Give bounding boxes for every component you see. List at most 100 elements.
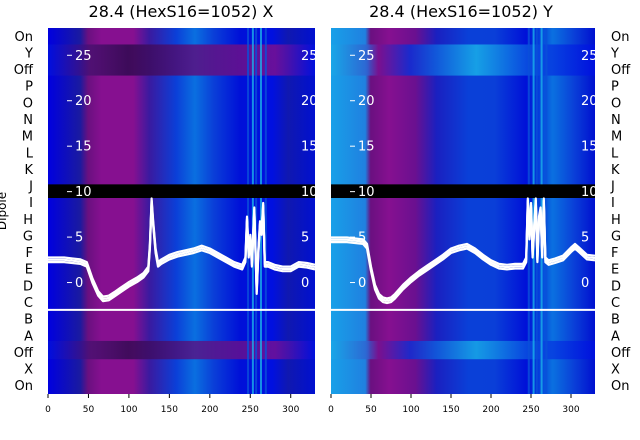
row-label: G — [611, 229, 621, 244]
row-label: On — [611, 379, 629, 394]
row-label: D — [611, 279, 621, 294]
row-label: A — [611, 329, 620, 344]
xtick-label: 250 — [522, 405, 539, 415]
heatmap-streak — [545, 28, 548, 394]
heatmap-streak — [251, 28, 254, 394]
row-label: C — [24, 296, 33, 311]
heatmap-streak — [247, 28, 250, 394]
row-label: Off — [611, 346, 631, 361]
row-label: F — [26, 246, 33, 261]
inner-ytick-label: 15 — [358, 140, 375, 155]
inner-ytick-label: 5 — [75, 231, 83, 246]
row-label: M — [611, 130, 622, 145]
xtick-label: 100 — [402, 405, 419, 415]
xtick-label: 200 — [482, 405, 499, 415]
row-label: X — [611, 363, 620, 378]
inner-ytick-label: 10 — [358, 185, 375, 200]
xtick-label: 200 — [201, 405, 218, 415]
xtick-label: 50 — [365, 405, 377, 415]
heatmap-bottom-band — [331, 340, 595, 360]
row-label: J — [28, 180, 33, 195]
masked-band — [48, 184, 315, 199]
inner-ytick-edge-label: 15 — [301, 140, 318, 155]
row-label: Off — [611, 63, 631, 78]
heatmap-streak — [532, 28, 535, 394]
xtick-label: 0 — [328, 405, 334, 415]
row-label: D — [23, 279, 33, 294]
row-label: A — [24, 329, 33, 344]
inner-ytick-edge-label: 15 — [581, 140, 598, 155]
inner-ytick-edge-label: 0 — [301, 276, 309, 291]
masked-band — [331, 184, 595, 199]
inner-ytick-edge-label: 25 — [301, 49, 318, 64]
panel-title: 28.4 (HexS16=1052) X — [89, 2, 274, 21]
row-label: K — [24, 163, 33, 178]
row-label: I — [611, 196, 615, 211]
inner-ytick-edge-label: 10 — [301, 185, 318, 200]
row-label: O — [611, 96, 621, 111]
row-label: Off — [14, 346, 34, 361]
row-label: M — [22, 130, 33, 145]
row-label: B — [611, 313, 620, 328]
row-label: O — [23, 96, 33, 111]
inner-ytick-label: 20 — [75, 94, 92, 109]
xtick-label: 0 — [45, 405, 51, 415]
xtick-label: 300 — [282, 405, 299, 415]
row-label: G — [23, 229, 33, 244]
row-label: Y — [24, 46, 33, 61]
xtick-label: 50 — [83, 405, 95, 415]
inner-ytick-edge-label: 20 — [581, 94, 598, 109]
inner-ytick-edge-label: 20 — [301, 94, 318, 109]
y-axis-label: Dipole — [0, 192, 9, 230]
row-label: L — [26, 146, 34, 161]
row-label: X — [24, 363, 33, 378]
panel-title: 28.4 (HexS16=1052) Y — [369, 2, 553, 21]
inner-ytick-edge-label: 10 — [581, 185, 598, 200]
row-label: E — [25, 263, 33, 278]
row-label: I — [29, 196, 33, 211]
row-label: F — [611, 246, 618, 261]
row-label: E — [611, 263, 619, 278]
inner-ytick-label: 0 — [75, 276, 83, 291]
row-label: N — [611, 113, 621, 128]
xtick-label: 250 — [242, 405, 259, 415]
row-label: H — [23, 213, 33, 228]
heatmap-top-band — [48, 44, 315, 76]
inner-ytick-edge-label: 0 — [581, 276, 589, 291]
trace-line — [331, 197, 595, 300]
row-label: P — [25, 80, 33, 95]
inner-ytick-label: 25 — [75, 49, 92, 64]
row-label: J — [610, 180, 615, 195]
xtick-label: 300 — [562, 405, 579, 415]
inner-ytick-label: 10 — [75, 185, 92, 200]
row-label: L — [611, 146, 619, 161]
row-label: K — [611, 163, 620, 178]
heatmap-top-band — [331, 44, 595, 76]
heatmap-streak — [264, 28, 267, 394]
row-label: N — [23, 113, 33, 128]
heatmap-streak — [259, 28, 262, 394]
row-label: H — [611, 213, 621, 228]
inner-ytick-label: 0 — [358, 276, 366, 291]
row-label: On — [15, 30, 33, 45]
inner-ytick-label: 20 — [358, 94, 375, 109]
row-label: P — [611, 80, 619, 95]
xtick-label: 150 — [161, 405, 178, 415]
inner-ytick-edge-label: 5 — [301, 231, 309, 246]
xtick-label: 150 — [442, 405, 459, 415]
inner-ytick-label: 25 — [358, 49, 375, 64]
inner-ytick-edge-label: 5 — [581, 231, 589, 246]
inner-ytick-label: 5 — [358, 231, 366, 246]
row-label: B — [24, 313, 33, 328]
trace-group — [48, 197, 315, 303]
row-label: Y — [610, 46, 619, 61]
heatmap-streak — [255, 28, 258, 394]
heatmap-field — [48, 28, 315, 394]
heatmap-bottom-band — [48, 340, 315, 360]
row-label: On — [15, 379, 33, 394]
inner-ytick-edge-label: 25 — [581, 49, 598, 64]
row-label: C — [611, 296, 620, 311]
